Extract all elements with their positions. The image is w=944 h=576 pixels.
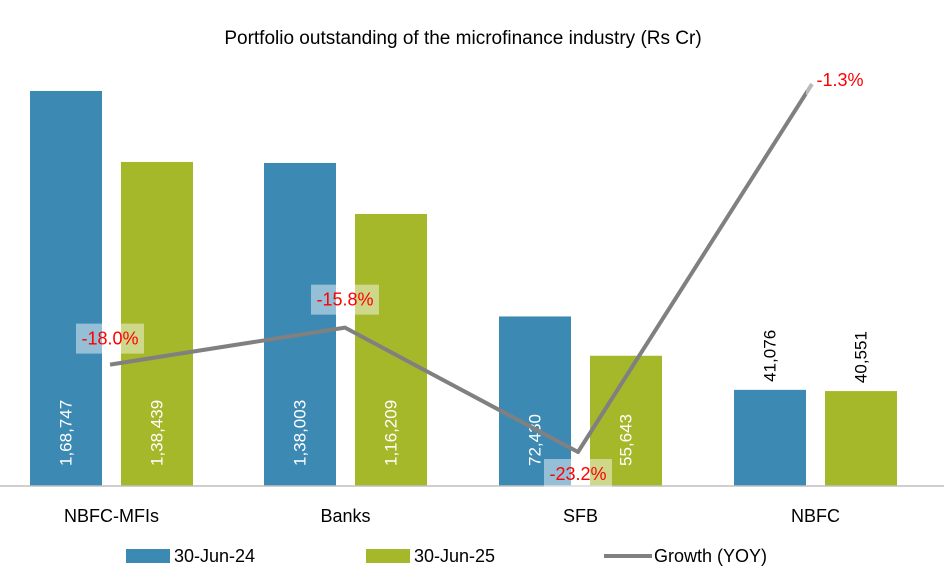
bar-nbfc-mfis-30-jun-24 xyxy=(30,91,102,486)
bar-sfb-30-jun-24 xyxy=(499,316,571,486)
category-label-banks: Banks xyxy=(320,506,370,526)
bar-nbfc-mfis-30-jun-25 xyxy=(121,161,193,486)
growth-label-sfb: -23.2% xyxy=(549,464,606,484)
bar-nbfc-30-jun-25 xyxy=(825,391,897,486)
bar-nbfc-30-jun-24 xyxy=(734,389,806,486)
data-label-nbfc-mfis-30-jun-25: 1,38,439 xyxy=(148,400,167,466)
growth-label-nbfc: -1.3% xyxy=(816,70,863,90)
data-label-sfb-30-jun-25: 55,643 xyxy=(617,414,636,466)
legend-label-30-jun-24: 30-Jun-24 xyxy=(174,546,255,566)
growth-label-bg-nbfc xyxy=(806,65,874,95)
data-label-banks-30-jun-24: 1,38,003 xyxy=(291,400,310,466)
data-label-nbfc-mfis-30-jun-24: 1,68,747 xyxy=(57,400,76,466)
legend-label-30-jun-25: 30-Jun-25 xyxy=(414,546,495,566)
legend-label-growth-yoy: Growth (YOY) xyxy=(654,546,767,566)
data-label-sfb-30-jun-24: 72,430 xyxy=(526,414,545,466)
data-label-nbfc-30-jun-25: 40,551 xyxy=(852,331,871,383)
growth-label-nbfc-mfis: -18.0% xyxy=(81,329,138,349)
category-label-nbfc: NBFC xyxy=(791,506,840,526)
category-labels: NBFC-MFIs Banks SFB NBFC xyxy=(64,506,840,526)
bar-banks-30-jun-24 xyxy=(264,162,336,486)
category-label-sfb: SFB xyxy=(563,506,598,526)
data-label-nbfc-30-jun-24: 41,076 xyxy=(761,330,780,382)
legend: 30-Jun-24 30-Jun-25 Growth (YOY) xyxy=(126,546,767,566)
category-label-nbfc-mfis: NBFC-MFIs xyxy=(64,506,159,526)
growth-label-bg-nbfc-mfis xyxy=(76,323,144,354)
growth-label-bg-banks xyxy=(311,284,379,315)
growth-line-group: -18.0% -15.8% -23.2% -1.3% xyxy=(76,65,874,489)
growth-label-banks: -15.8% xyxy=(316,290,373,310)
chart-title: Portfolio outstanding of the microfinanc… xyxy=(224,28,701,49)
legend-swatch-30-jun-24 xyxy=(126,549,170,563)
growth-line xyxy=(109,82,814,454)
bars-group: 1,68,747 1,38,439 1,38,003 1,16,209 72,430 55… xyxy=(30,91,897,486)
growth-label-bg-sfb xyxy=(544,459,612,489)
legend-swatch-30-jun-25 xyxy=(366,549,410,563)
data-label-banks-30-jun-25: 1,16,209 xyxy=(382,400,401,466)
